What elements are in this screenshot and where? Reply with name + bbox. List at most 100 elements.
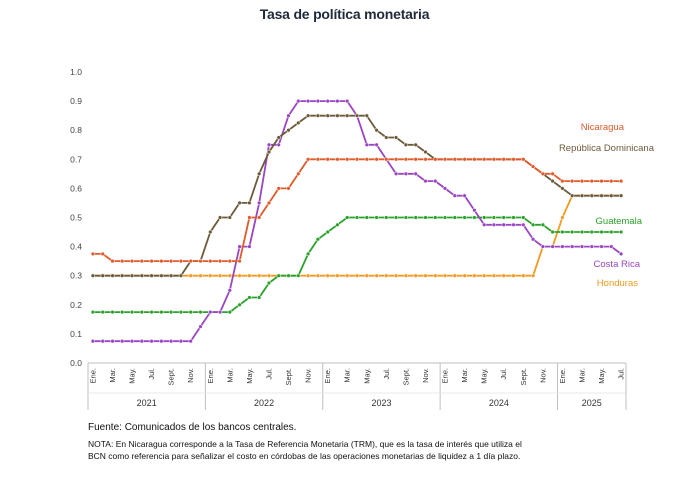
x-month-label: Sept. [167, 368, 176, 386]
data-point [491, 157, 497, 162]
data-point [374, 273, 379, 278]
data-point [364, 273, 369, 278]
data-point [423, 149, 428, 155]
data-point [139, 309, 144, 315]
data-point [325, 113, 330, 118]
data-point [110, 339, 115, 344]
data-point [208, 229, 213, 235]
data-point [247, 215, 252, 220]
data-point [560, 215, 565, 220]
data-point [589, 229, 594, 235]
x-month-label: Jul. [264, 368, 273, 380]
data-point [472, 215, 477, 220]
data-point [354, 113, 360, 118]
data-point [178, 339, 184, 344]
data-point [227, 288, 232, 293]
data-point [511, 273, 516, 278]
data-point [129, 339, 135, 344]
data-point [423, 178, 428, 184]
x-year-label: 2024 [489, 398, 509, 408]
data-point [364, 157, 369, 162]
data-point [589, 244, 594, 249]
data-point [305, 157, 311, 162]
data-point [237, 302, 242, 307]
data-point [247, 273, 252, 278]
data-point [208, 273, 213, 278]
x-month-label: Jul. [499, 368, 508, 380]
data-point [570, 193, 575, 198]
data-point [217, 215, 223, 220]
data-point [217, 309, 223, 315]
data-point [413, 157, 418, 162]
data-point [354, 215, 360, 220]
data-point [364, 215, 369, 220]
data-point [442, 215, 448, 220]
data-point [296, 120, 301, 126]
data-point [530, 164, 536, 169]
data-point [159, 309, 164, 315]
x-month-label: Sept. [401, 368, 410, 386]
x-month-label: Mar. [225, 368, 234, 383]
data-point [540, 222, 546, 227]
data-point [325, 229, 330, 235]
y-tick-label: 1.0 [70, 67, 82, 77]
series-nicaragua [90, 157, 624, 264]
data-point [305, 98, 311, 104]
data-point [90, 339, 96, 344]
data-point [550, 229, 555, 235]
data-point [393, 215, 399, 220]
x-month-label: Mar. [108, 368, 117, 383]
data-point [100, 309, 105, 315]
data-point [491, 273, 497, 278]
data-point [257, 273, 262, 278]
data-point [384, 135, 389, 140]
data-point [345, 98, 350, 104]
data-point [609, 229, 614, 235]
legend-label: Nicaragua [581, 122, 625, 133]
x-month-label: Jul. [382, 368, 391, 380]
data-point [305, 251, 311, 257]
series-line [92, 100, 622, 343]
data-point [462, 157, 467, 162]
data-point [120, 273, 125, 278]
data-point [482, 273, 487, 278]
data-point [286, 113, 291, 118]
data-point [511, 157, 516, 162]
data-point [247, 295, 252, 300]
data-point [257, 215, 262, 220]
data-point [100, 273, 105, 278]
data-point [335, 222, 340, 227]
y-tick-label: 0.5 [70, 213, 82, 223]
legend-label: República Dominicana [559, 143, 655, 154]
data-point [139, 273, 144, 278]
data-point [129, 273, 135, 278]
data-point [462, 215, 467, 220]
data-point [198, 324, 203, 329]
data-point [393, 273, 399, 278]
data-point [521, 222, 526, 227]
x-month-label: Ene. [323, 368, 332, 383]
data-point [589, 178, 594, 184]
data-point [374, 142, 379, 147]
data-point [325, 273, 330, 278]
data-point [129, 258, 135, 264]
data-point [315, 113, 321, 118]
data-point [276, 186, 281, 191]
data-point [403, 157, 409, 162]
data-point [120, 258, 125, 264]
data-point [217, 273, 223, 278]
data-point [599, 229, 604, 235]
data-point [286, 273, 291, 278]
data-point [227, 258, 232, 264]
data-point [276, 273, 281, 278]
data-point [237, 258, 242, 264]
data-point [452, 215, 457, 220]
x-year-label: 2021 [137, 398, 157, 408]
series-honduras [90, 193, 624, 278]
data-point [393, 171, 399, 176]
data-point [462, 193, 467, 198]
x-month-label: Jul. [147, 368, 156, 380]
series-line [92, 216, 622, 313]
data-point [315, 273, 321, 278]
data-point [609, 193, 614, 198]
